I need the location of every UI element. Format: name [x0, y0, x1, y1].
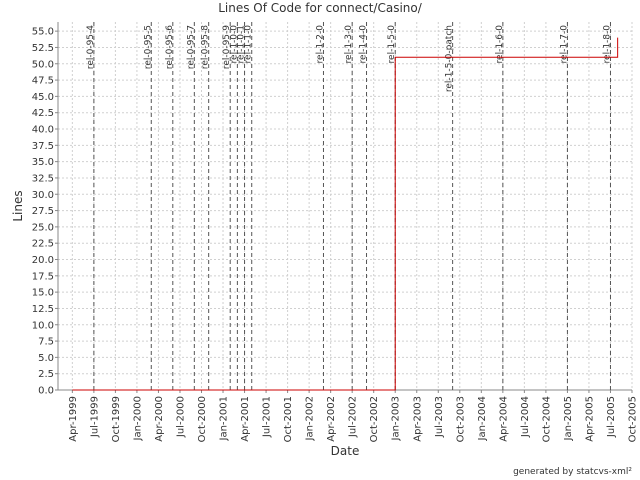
- line: [72, 37, 619, 391]
- tag-label: rel-1-1-0: [244, 25, 254, 64]
- y-tick-label: 7.5: [38, 337, 54, 348]
- x-tick-label: Jan-2005: [563, 396, 574, 441]
- x-tick-label: Apr-2002: [326, 396, 337, 442]
- tag-label: rel-0-95-8: [201, 25, 211, 69]
- y-tick-label: 50.0: [32, 59, 54, 70]
- y-tick-label: 55.0: [32, 27, 54, 38]
- x-tick-label: Jul-2004: [520, 396, 531, 438]
- y-tick-label: 15.0: [32, 288, 54, 299]
- x-axis-label: Date: [331, 444, 360, 458]
- y-tick-label: 40.0: [32, 125, 54, 136]
- x-tick-label: Oct-1999: [111, 396, 122, 442]
- tag-label: rel-1-6-0: [495, 25, 505, 64]
- x-tick-label: Jul-2003: [434, 396, 445, 438]
- x-tick-label: Jan-2003: [391, 396, 402, 441]
- tag-label: rel-1-4-0: [359, 25, 369, 64]
- tag-label: rel-0-95-5: [143, 25, 153, 69]
- tag-label: rel-1-2-0: [315, 25, 325, 64]
- x-tick-label: Jul-1999: [89, 396, 100, 438]
- tag-label: rel-0-95-6: [165, 25, 175, 69]
- y-tick-label: 2.5: [38, 369, 54, 380]
- x-tick-label: Apr-2004: [498, 396, 509, 442]
- x-tick-label: Apr-2001: [240, 396, 251, 442]
- y-tick-label: 20.0: [32, 255, 54, 266]
- x-tick-label: Jan-2000: [132, 396, 143, 441]
- x-tick-label: Jan-2004: [477, 396, 488, 441]
- tag-label: rel-0-95-7: [186, 25, 196, 69]
- tag-label: rel-1-5-0-patch: [445, 25, 455, 92]
- tag-label: rel-0-95-9: [222, 25, 232, 69]
- x-tick-label: Apr-1999: [68, 396, 79, 442]
- y-tick-label: 52.5: [32, 43, 54, 54]
- y-tick-label: 27.5: [32, 206, 54, 217]
- y-tick-label: 5.0: [38, 353, 54, 364]
- x-tick-label: Jul-2000: [175, 396, 186, 438]
- y-tick-label: 10.0: [32, 320, 54, 331]
- y-tick-label: 30.0: [32, 190, 54, 201]
- tag-label: rel-1-0-1: [237, 25, 247, 63]
- x-tick-label: Oct-2002: [369, 396, 380, 442]
- x-tick-label: Apr-2000: [154, 396, 165, 442]
- x-tick-label: Oct-2004: [541, 396, 552, 442]
- y-tick-label: 42.5: [32, 108, 54, 119]
- x-tick-label: Oct-2000: [197, 396, 208, 442]
- tag-label: rel-1-7-0: [559, 25, 569, 64]
- y-tick-label: 32.5: [32, 173, 54, 184]
- y-tick-label: 17.5: [32, 271, 54, 282]
- y-tick-label: 12.5: [32, 304, 54, 315]
- x-tick-label: Oct-2003: [455, 396, 466, 442]
- x-tick-label: Oct-2005: [628, 396, 639, 442]
- footer: generated by statcvs-xml²: [513, 467, 632, 477]
- x-tick-label: Apr-2003: [412, 396, 423, 442]
- x-tick-label: Jul-2002: [348, 396, 359, 438]
- y-tick-label: 47.5: [32, 76, 54, 87]
- tag-label: rel-1-0-0: [229, 25, 239, 64]
- y-tick-label: 37.5: [32, 141, 54, 152]
- x-tick-label: Oct-2001: [283, 396, 294, 442]
- y-tick-label: 0.0: [38, 386, 54, 397]
- x-tick-label: Apr-2005: [584, 396, 595, 442]
- x-tick-label: Jan-2002: [305, 396, 316, 441]
- x-tick-label: Jul-2005: [606, 396, 617, 438]
- tag-label: rel-1-3-0: [344, 25, 354, 64]
- x-tick-label: Jan-2001: [219, 396, 230, 441]
- y-tick-label: 45.0: [32, 92, 54, 103]
- chart-title: Lines Of Code for connect/Casino/: [218, 1, 423, 15]
- y-tick-label: 22.5: [32, 239, 54, 250]
- y-tick-label: 25.0: [32, 222, 54, 233]
- y-axis-label: Lines: [11, 190, 25, 221]
- tag-label: rel-0-95-4: [86, 25, 96, 69]
- tag-label: rel-1-8-0: [602, 25, 612, 64]
- y-tick-label: 35.0: [32, 157, 54, 168]
- tag-label: rel-1-5-0: [387, 25, 397, 64]
- x-tick-label: Jul-2001: [262, 396, 273, 438]
